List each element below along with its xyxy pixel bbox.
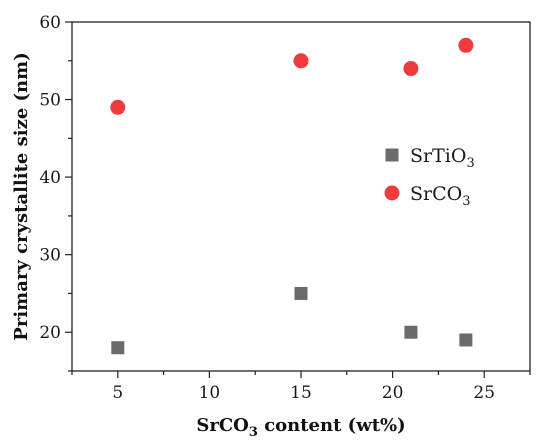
x-axis-title-subscript: 3 (249, 425, 258, 440)
data-point-square (404, 325, 418, 339)
x-axis-title-rest: content (wt%) (258, 415, 406, 436)
y-axis-title: Primary crystallite size (nm) (11, 52, 32, 340)
y-tick-label: 60 (39, 13, 61, 33)
data-point-circle (110, 99, 126, 115)
y-tick-label: 50 (39, 91, 61, 111)
x-tick-label: 15 (290, 383, 312, 403)
data-point-square (111, 341, 125, 355)
legend-marker-circle (384, 185, 400, 201)
x-tick-label: 25 (473, 383, 495, 403)
y-axis-ticks: 20 30 40 50 60 (39, 13, 72, 372)
legend-label: SrCO3 (410, 183, 471, 209)
x-axis-title-main: SrCO (196, 415, 249, 436)
data-points (110, 37, 474, 355)
x-tick-label: 10 (199, 383, 221, 403)
data-point-square (459, 333, 473, 347)
x-axis-ticks: 5 10 15 20 25 (71, 371, 531, 403)
x-tick-label: 5 (112, 383, 123, 403)
data-point-circle (293, 53, 309, 69)
data-point-circle (458, 37, 474, 53)
y-tick-label: 30 (39, 246, 61, 266)
y-tick-label: 20 (39, 323, 61, 343)
data-point-square (294, 286, 308, 300)
x-axis-title: SrCO3 content (wt%) (196, 415, 405, 440)
x-tick-label: 20 (382, 383, 404, 403)
legend: SrTiO3 SrCO3 (384, 145, 475, 209)
y-tick-label: 40 (39, 168, 61, 188)
legend-label: SrTiO3 (410, 145, 475, 171)
data-point-circle (403, 61, 419, 77)
legend-marker-square (385, 148, 399, 162)
